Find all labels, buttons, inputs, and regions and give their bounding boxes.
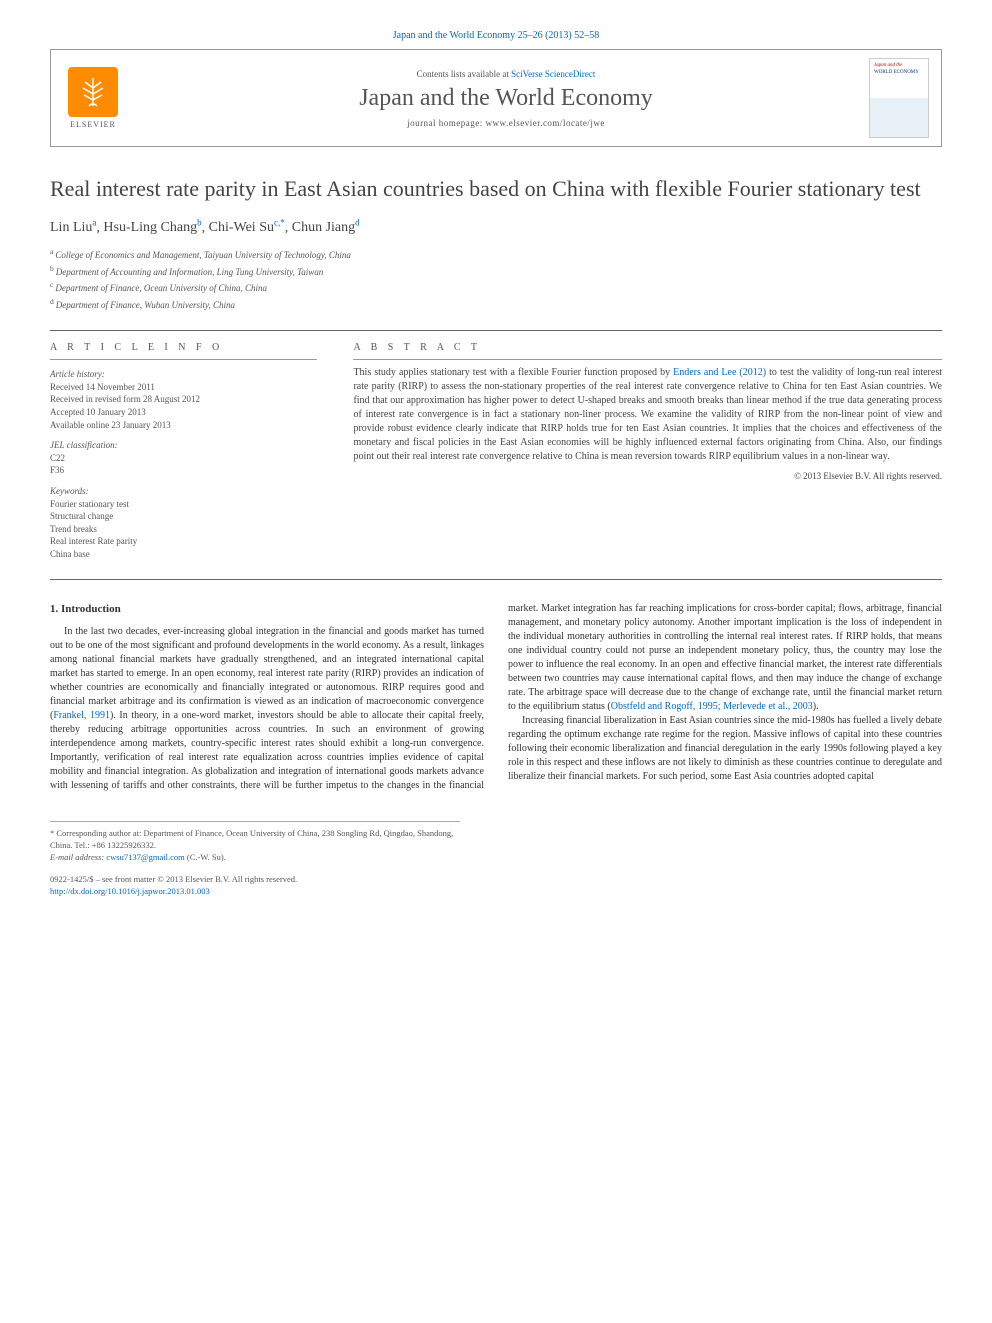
sciencedirect-link[interactable]: SciVerse ScienceDirect: [511, 69, 595, 79]
masthead: ELSEVIER Contents lists available at Sci…: [50, 49, 942, 147]
affiliation: bDepartment of Accounting and Informatio…: [50, 263, 942, 280]
ref-frankel[interactable]: Frankel, 1991: [53, 710, 110, 721]
keyword: Trend breaks: [50, 523, 317, 536]
cover-line2: WORLD ECONOMY: [874, 70, 924, 75]
corresponding-author: * Corresponding author at: Department of…: [50, 828, 460, 852]
article-history-label: Article history:: [50, 368, 317, 381]
history-line: Received 14 November 2011: [50, 381, 317, 394]
email-tail: (C.-W. Su).: [185, 852, 226, 862]
abstract-copyright: © 2013 Elsevier B.V. All rights reserved…: [353, 470, 942, 483]
body-text: 1. Introduction In the last two decades,…: [50, 602, 942, 793]
email-line: E-mail address: cwsu7137@gmail.com (C.-W…: [50, 852, 460, 864]
history-line: Accepted 10 January 2013: [50, 406, 317, 419]
cover-line1: Japan and the: [874, 63, 924, 68]
ref-obstfeld[interactable]: Obstfeld and Rogoff, 1995; Merlevede et …: [611, 701, 813, 712]
doi-link[interactable]: http://dx.doi.org/10.1016/j.japwor.2013.…: [50, 886, 210, 896]
article-info-header: A R T I C L E I N F O: [50, 341, 317, 360]
abstract-pre: This study applies stationary test with …: [353, 367, 673, 378]
affiliation: aCollege of Economics and Management, Ta…: [50, 246, 942, 263]
history-line: Available online 23 January 2013: [50, 419, 317, 432]
jel-label: JEL classification:: [50, 439, 317, 452]
history-line: Received in revised form 28 August 2012: [50, 393, 317, 406]
running-header: Japan and the World Economy 25–26 (2013)…: [50, 30, 942, 41]
affiliation: dDepartment of Finance, Wuhan University…: [50, 296, 942, 313]
affiliation: cDepartment of Finance, Ocean University…: [50, 279, 942, 296]
section-heading-intro: 1. Introduction: [50, 602, 484, 617]
author: Chun Jiangd: [292, 220, 360, 235]
author: Hsu-Ling Changb: [103, 220, 201, 235]
author-list: Lin Liua, Hsu-Ling Changb, Chi-Wei Suc,*…: [50, 218, 942, 237]
contents-available-line: Contents lists available at SciVerse Sci…: [143, 69, 869, 79]
keyword: Fourier stationary test: [50, 498, 317, 511]
p1-pre: In the last two decades, ever-increasing…: [50, 626, 484, 721]
email-label: E-mail address:: [50, 852, 106, 862]
issn-line: 0922-1425/$ – see front matter © 2013 El…: [50, 874, 460, 886]
abstract-box: A B S T R A C T This study applies stati…: [335, 331, 942, 578]
article-title: Real interest rate parity in East Asian …: [50, 175, 942, 204]
abstract-post: to test the validity of long-run real in…: [353, 367, 942, 462]
journal-homepage: journal homepage: www.elsevier.com/locat…: [143, 118, 869, 128]
intro-para-2: Increasing financial liberalization in E…: [508, 714, 942, 784]
jel-code: C22: [50, 452, 317, 465]
email-link[interactable]: cwsu7137@gmail.com: [106, 852, 184, 862]
author: Chi-Wei Suc,*: [209, 220, 285, 235]
affiliations: aCollege of Economics and Management, Ta…: [50, 246, 942, 312]
abstract-text: This study applies stationary test with …: [353, 366, 942, 464]
article-info-box: A R T I C L E I N F O Article history: R…: [50, 331, 335, 578]
keyword: China base: [50, 548, 317, 561]
contents-prefix: Contents lists available at: [417, 69, 511, 79]
elsevier-tree-icon: [68, 67, 118, 117]
journal-title: Japan and the World Economy: [143, 85, 869, 112]
elsevier-wordmark: ELSEVIER: [70, 120, 116, 129]
jel-code: F36: [50, 464, 317, 477]
author: Lin Liua: [50, 220, 96, 235]
keyword: Structural change: [50, 510, 317, 523]
elsevier-logo: ELSEVIER: [63, 63, 123, 133]
journal-cover-thumb: Japan and the WORLD ECONOMY: [869, 58, 929, 138]
abstract-header: A B S T R A C T: [353, 341, 942, 360]
p1-post2: ).: [813, 701, 819, 712]
keywords-label: Keywords:: [50, 485, 317, 498]
abstract-ref-link[interactable]: Enders and Lee (2012): [673, 367, 766, 378]
footnotes: * Corresponding author at: Department of…: [50, 821, 460, 897]
keyword: Real interest Rate parity: [50, 535, 317, 548]
